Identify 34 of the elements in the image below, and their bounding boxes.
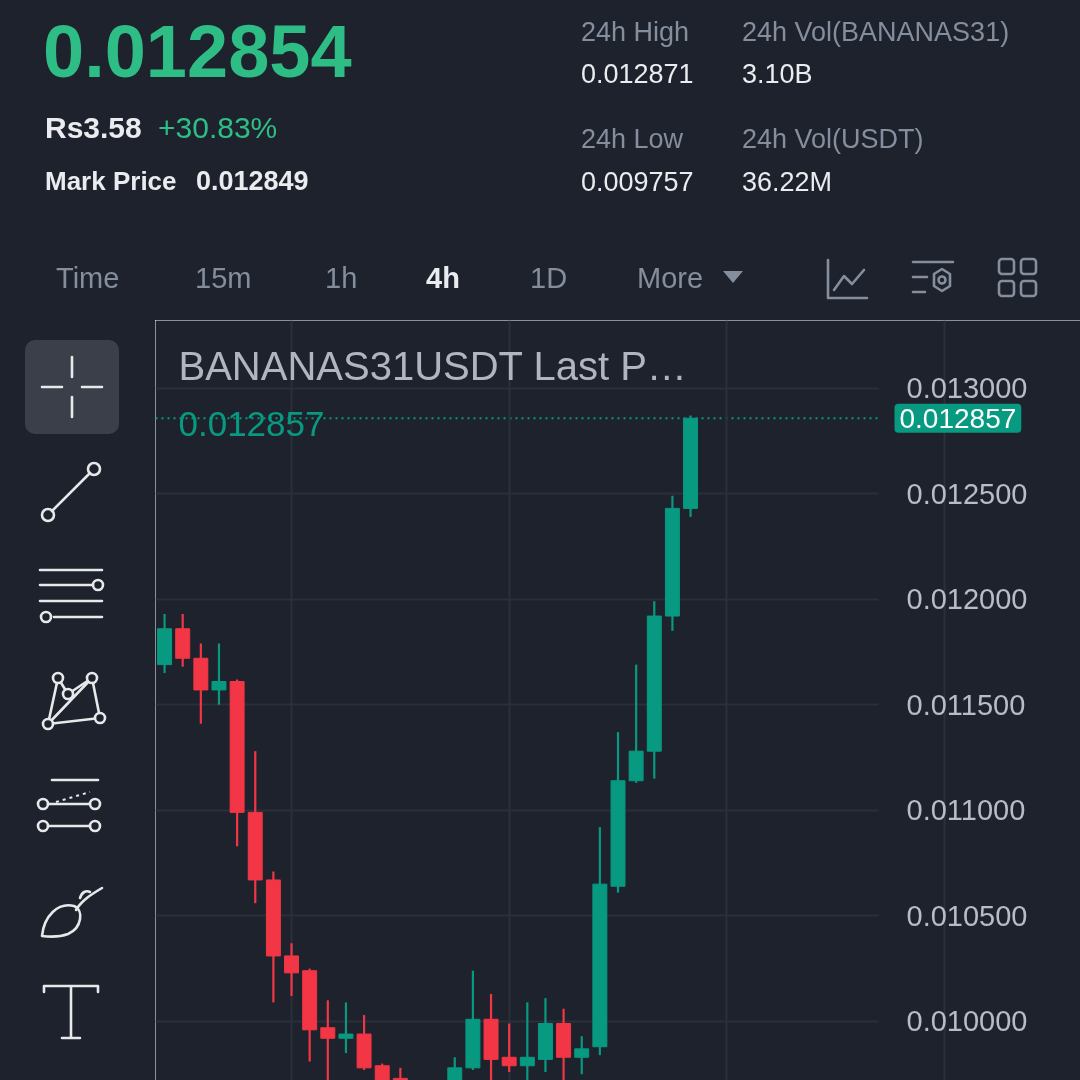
- text: 1h: [325, 262, 358, 294]
- candlestick: [501, 1022, 517, 1074]
- ref-line-label: 0.012857: [178, 404, 325, 444]
- text: 3.10B: [742, 59, 813, 89]
- text: 15m: [195, 262, 252, 294]
- text: 0.012854: [43, 10, 352, 93]
- candlestick: [338, 1001, 354, 1055]
- text: 1D: [530, 262, 568, 294]
- text: Mark Price: [45, 166, 177, 196]
- text: More: [637, 262, 704, 294]
- text: BANANAS31USDT Last P…: [178, 343, 687, 388]
- text: 24h Vol(BANANAS31): [742, 17, 1010, 47]
- y-tick-label: 0.012500: [906, 477, 1028, 510]
- text: 4h: [426, 262, 460, 294]
- candlestick: [284, 942, 300, 998]
- text: Rs3.58: [45, 111, 142, 144]
- candlestick: [574, 1035, 590, 1076]
- text: 36.22M: [742, 167, 833, 197]
- y-tick-label: 0.011000: [906, 794, 1026, 827]
- annotation: 0.012857: [899, 402, 1017, 434]
- text: 0.012849: [196, 166, 309, 196]
- text: 0.009757: [581, 167, 694, 197]
- text: 24h High: [581, 17, 690, 47]
- text: 0.012871: [581, 59, 694, 89]
- y-tick-label: 0.011500: [906, 688, 1026, 721]
- candlestick: [211, 642, 227, 706]
- y-tick-label: 0.010500: [906, 899, 1028, 932]
- text: Time: [56, 262, 120, 294]
- text: 24h Low: [581, 124, 684, 154]
- y-tick-label: 0.010000: [906, 1005, 1028, 1038]
- text: 24h Vol(USDT): [742, 124, 924, 154]
- y-tick-label: 0.013000: [906, 372, 1028, 405]
- text: +30.83%: [158, 111, 278, 144]
- y-tick-label: 0.012000: [906, 583, 1028, 616]
